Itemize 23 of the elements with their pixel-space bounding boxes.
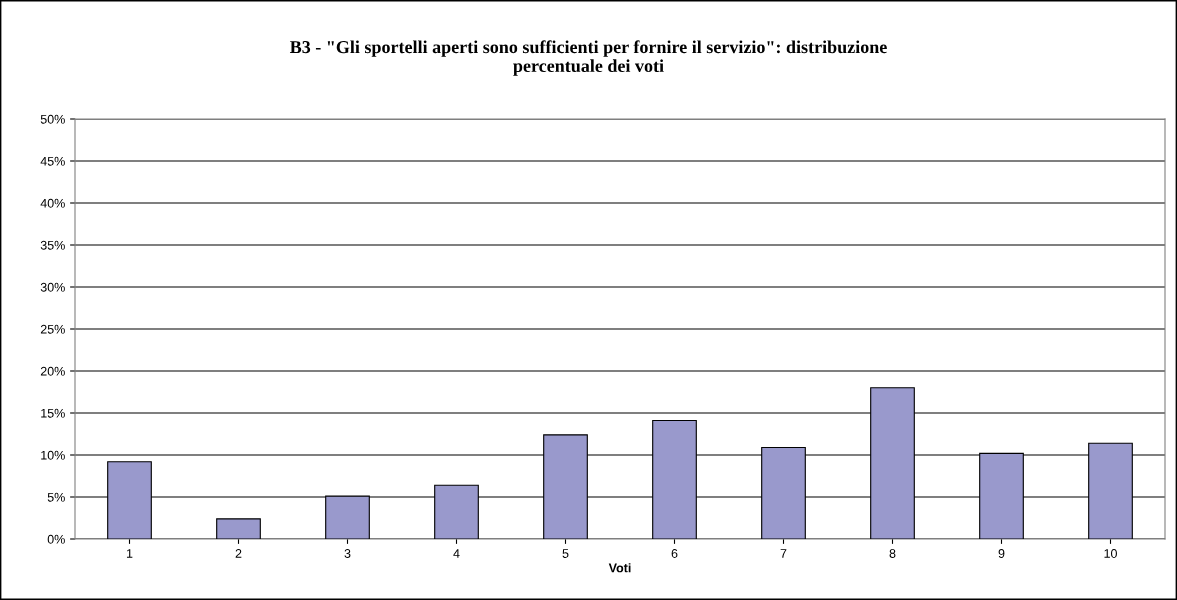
y-tick-label: 50% — [40, 114, 65, 124]
y-tick-label: 35% — [40, 240, 65, 250]
x-axis-title: Voti — [608, 563, 631, 573]
chart-title: B3 - "Gli sportelli aperti sono sufficienti per fornire il servizio": distribuzione percentuale dei voti — [289, 40, 887, 76]
x-tick-label: 9 — [998, 549, 1005, 558]
x-tick-label: 7 — [780, 549, 787, 558]
y-tick-label: 5% — [47, 492, 65, 502]
y-tick-label: 45% — [40, 156, 65, 166]
x-tick-label: 1 — [126, 549, 133, 558]
x-tick-label: 2 — [235, 549, 242, 558]
y-tick-label: 10% — [41, 450, 65, 460]
y-tick-label: 30% — [40, 282, 65, 292]
x-tick-label: 10 — [1104, 549, 1117, 558]
y-tick-label: 0% — [47, 534, 65, 544]
x-tick-label: 4 — [453, 549, 460, 558]
y-tick-label: 15% — [41, 408, 65, 418]
x-tick-label: 6 — [671, 549, 678, 558]
y-tick-label: 25% — [40, 324, 65, 334]
y-tick-label: 20% — [40, 366, 65, 376]
y-tick-label: 40% — [40, 198, 65, 208]
x-tick-label: 3 — [344, 549, 351, 558]
x-tick-label: 8 — [889, 549, 896, 558]
x-tick-label: 5 — [562, 549, 569, 558]
